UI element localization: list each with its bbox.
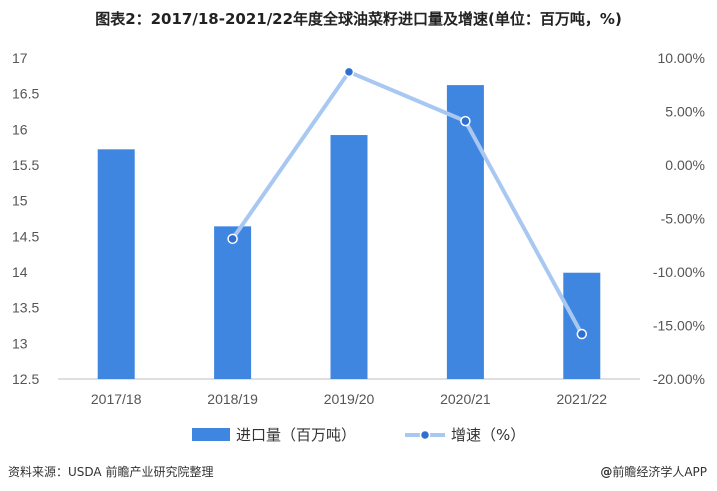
x-tick-label: 2018/19 xyxy=(207,391,258,407)
bar-series xyxy=(97,85,601,380)
x-tick-label: 2019/20 xyxy=(324,391,375,407)
x-tick-label: 2020/21 xyxy=(440,391,491,407)
x-tick-label: 2021/22 xyxy=(556,391,607,407)
brand-credit: @前瞻经济学人APP xyxy=(600,463,707,480)
line-series xyxy=(227,66,588,340)
legend-line-label: 增速（%） xyxy=(451,426,525,444)
left-tick-label: 14.5 xyxy=(12,228,39,244)
at-sign: @ xyxy=(600,465,613,479)
bar xyxy=(446,85,484,380)
left-tick-label: 16 xyxy=(12,121,28,137)
right-tick-label: 10.00% xyxy=(658,50,705,66)
brand-name: 前瞻经济学人APP xyxy=(612,465,707,479)
bar xyxy=(330,135,368,379)
left-tick-label: 16.5 xyxy=(12,86,39,102)
source-note: 资料来源：USDA 前瞻产业研究院整理 xyxy=(8,465,214,479)
line-point xyxy=(343,66,355,78)
right-tick-label: -5.00% xyxy=(661,211,705,227)
legend-line-marker xyxy=(419,429,431,441)
left-tick-label: 14 xyxy=(12,264,28,280)
left-tick-label: 15.5 xyxy=(12,157,39,173)
left-tick-label: 13 xyxy=(12,335,28,351)
right-tick-label: 0.00% xyxy=(665,157,705,173)
left-tick-label: 15 xyxy=(12,193,28,209)
left-tick-label: 17 xyxy=(12,50,28,66)
growth-line xyxy=(230,69,584,336)
right-tick-label: 5.00% xyxy=(665,104,705,120)
bar xyxy=(97,149,135,379)
left-tick-label: 12.5 xyxy=(12,371,39,387)
left-tick-label: 13.5 xyxy=(12,300,39,316)
right-axis-ticks: -20.00% -15.00% -10.00% -5.00% 0.00% 5.00% 10.… xyxy=(653,50,705,387)
x-axis-labels: 2017/18 2018/19 2019/20 2020/21 2021/22 xyxy=(91,391,607,407)
right-tick-label: -15.00% xyxy=(653,318,705,334)
chart-title: 图表2：2017/18-2021/22年度全球油菜籽进口量及增速(单位：百万吨，… xyxy=(95,10,622,28)
legend-bar-label: 进口量（百万吨） xyxy=(236,426,356,444)
bar xyxy=(214,226,252,379)
bar xyxy=(563,272,601,379)
legend-bar-swatch xyxy=(192,428,230,441)
left-axis-ticks: 12.5 13 13.5 14 14.5 15 15.5 16 16.5 17 xyxy=(12,50,39,387)
legend: 进口量（百万吨） 增速（%） xyxy=(192,426,525,444)
line-point xyxy=(460,115,471,127)
line-point xyxy=(227,233,238,245)
x-tick-label: 2017/18 xyxy=(91,391,142,407)
right-tick-label: -20.00% xyxy=(653,371,705,387)
line-point xyxy=(576,328,588,340)
right-tick-label: -10.00% xyxy=(653,264,705,280)
